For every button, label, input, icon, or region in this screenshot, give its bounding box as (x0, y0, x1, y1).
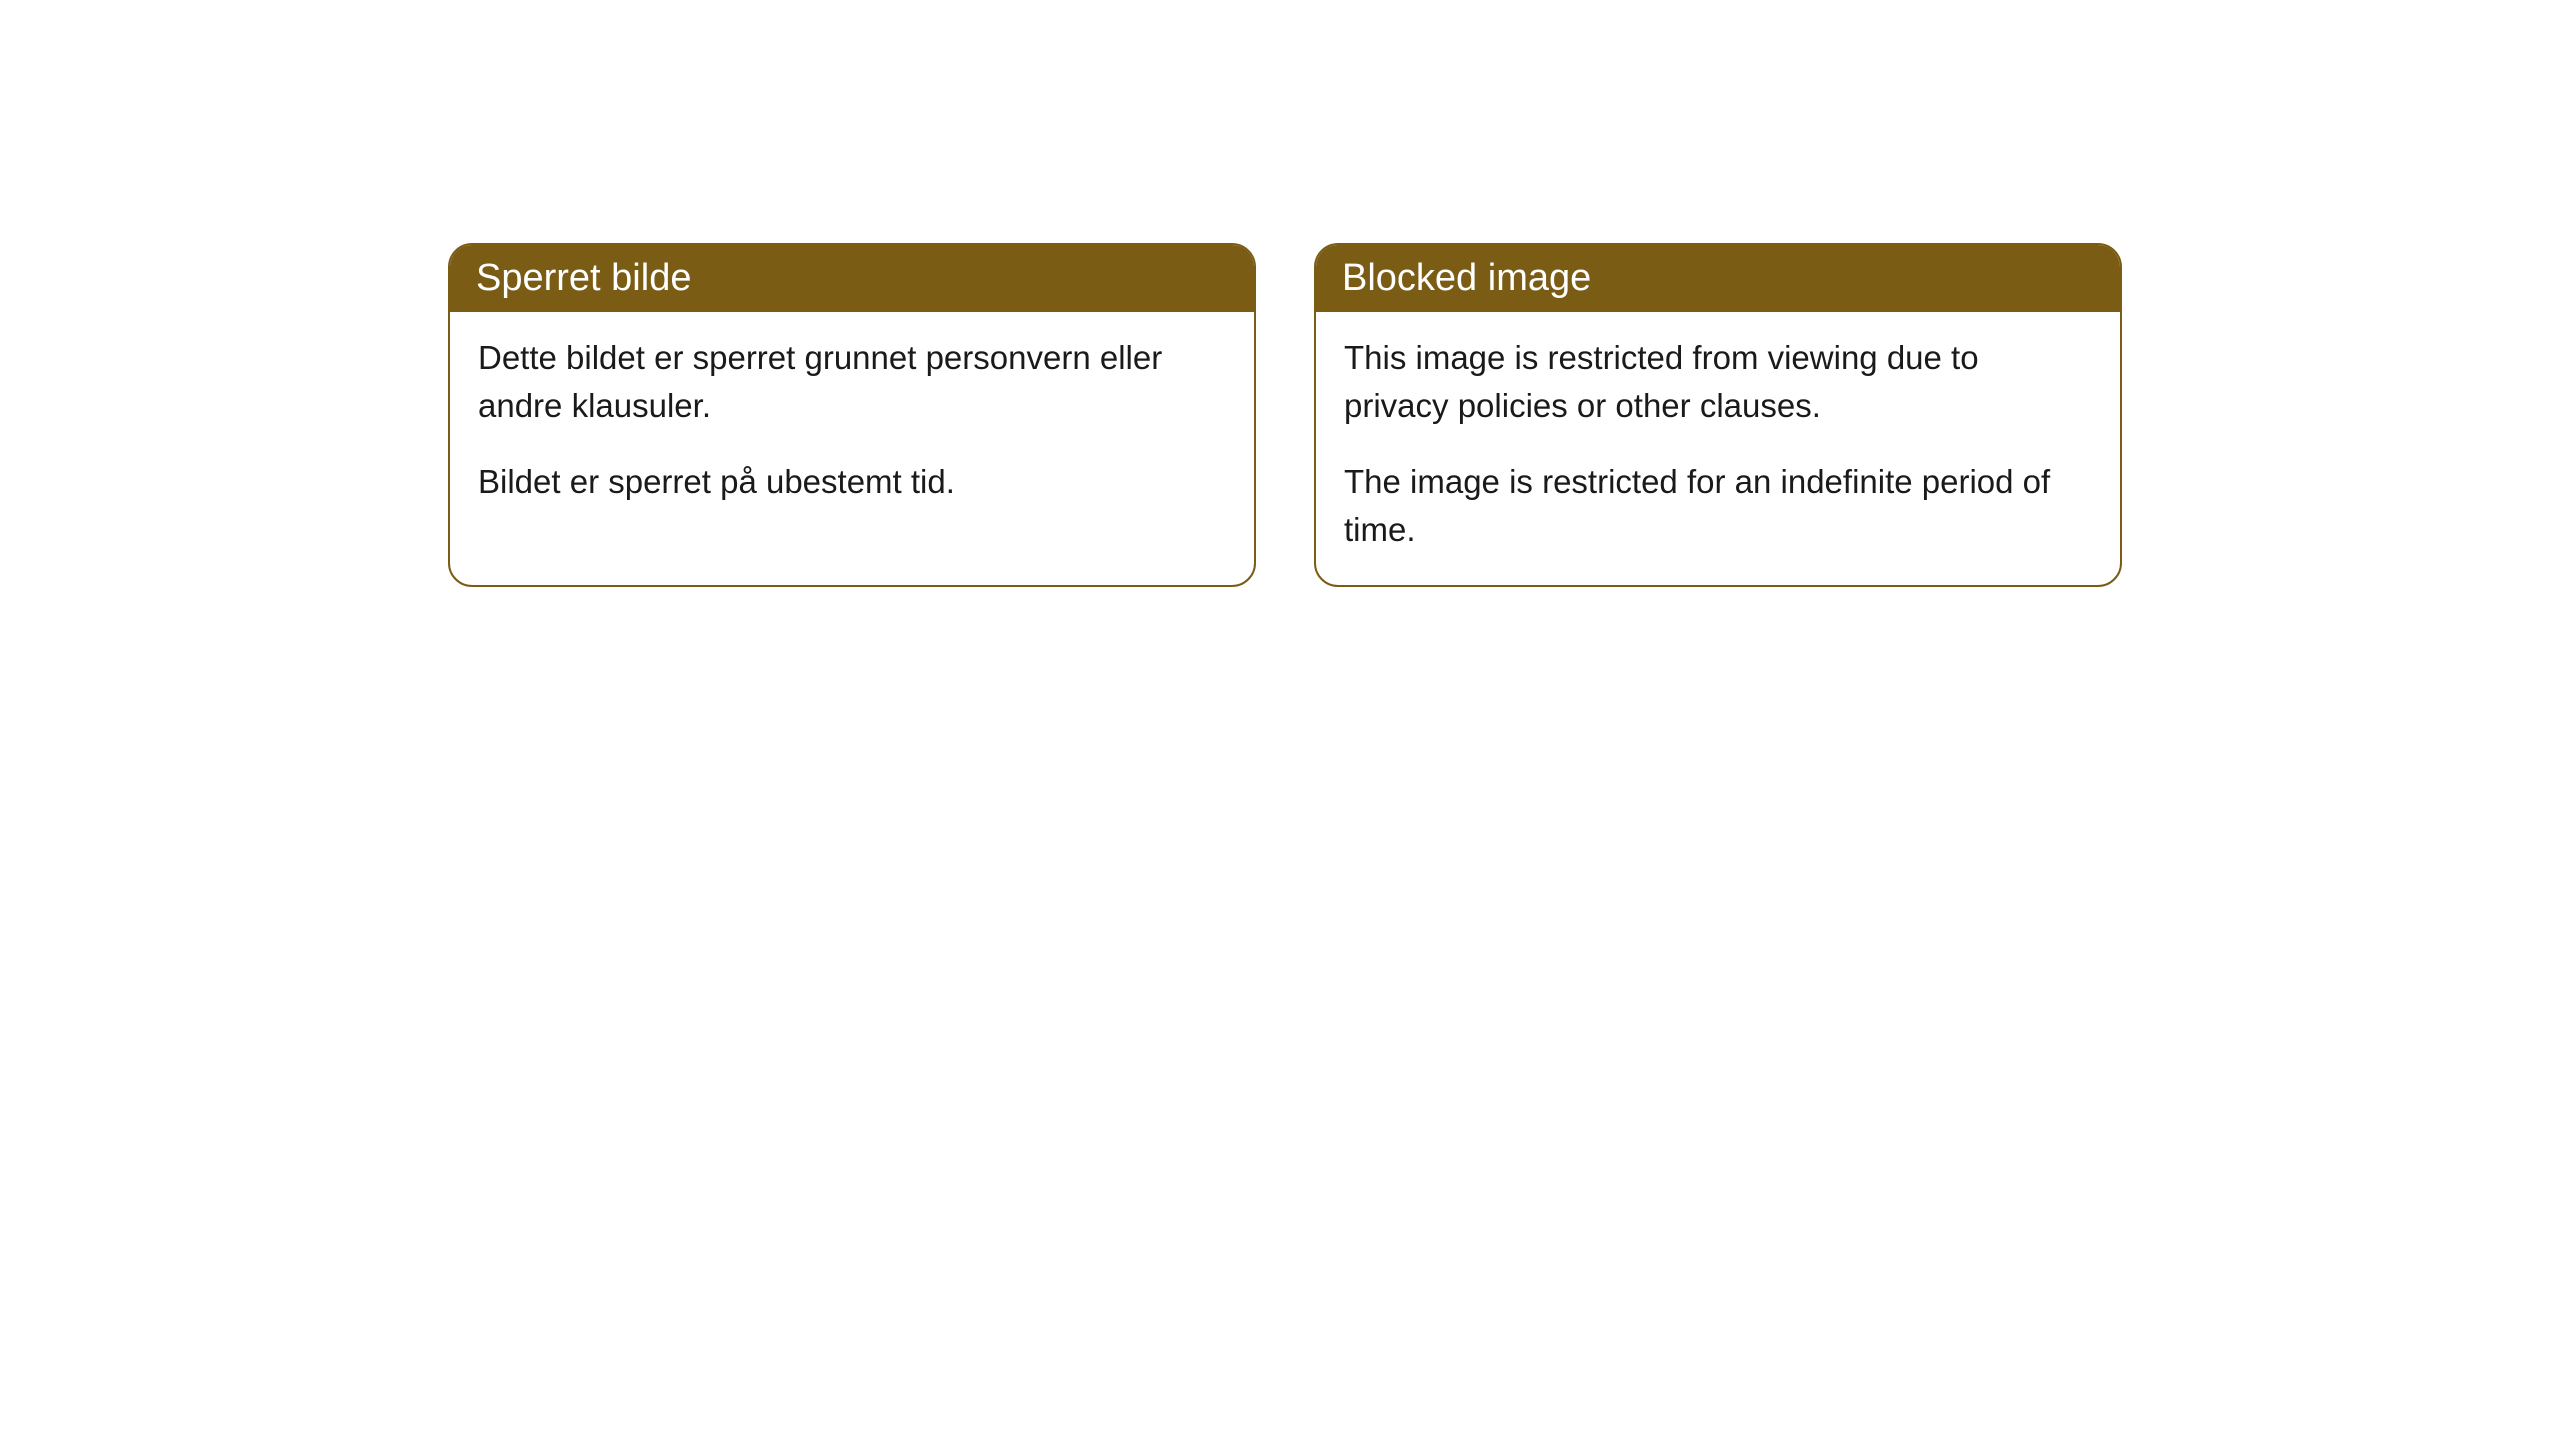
card-para1-no: Dette bildet er sperret grunnet personve… (478, 334, 1226, 430)
card-title-en: Blocked image (1342, 257, 1591, 299)
card-para1-en: This image is restricted from viewing du… (1344, 334, 2092, 430)
card-body-no: Dette bildet er sperret grunnet personve… (450, 312, 1254, 538)
card-para2-no: Bildet er sperret på ubestemt tid. (478, 458, 1226, 506)
blocked-image-card-no: Sperret bilde Dette bildet er sperret gr… (448, 243, 1256, 587)
card-para2-en: The image is restricted for an indefinit… (1344, 458, 2092, 554)
blocked-image-card-en: Blocked image This image is restricted f… (1314, 243, 2122, 587)
card-header-no: Sperret bilde (450, 245, 1254, 312)
card-title-no: Sperret bilde (476, 257, 691, 299)
card-header-en: Blocked image (1316, 245, 2120, 312)
notice-cards-container: Sperret bilde Dette bildet er sperret gr… (448, 243, 2122, 587)
card-body-en: This image is restricted from viewing du… (1316, 312, 2120, 585)
